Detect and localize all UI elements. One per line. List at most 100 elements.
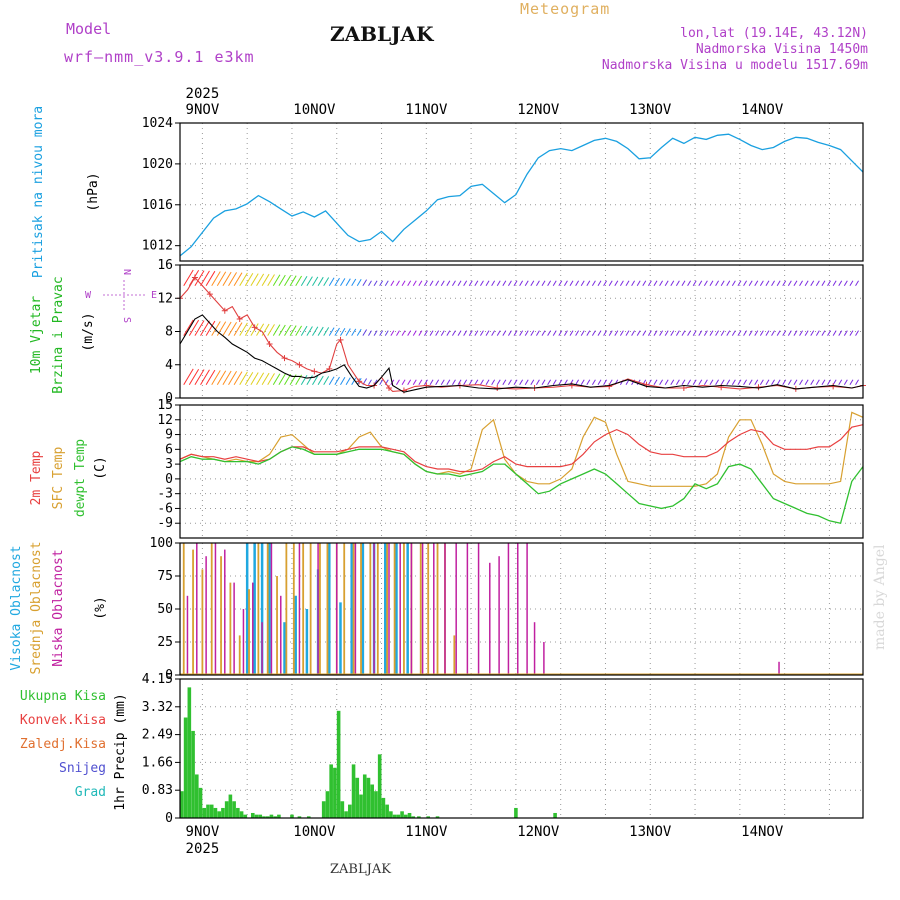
wind-arrow (759, 379, 764, 385)
wind-arrow (407, 280, 412, 287)
wind-arrow (205, 369, 216, 385)
wind-arrow (575, 280, 580, 287)
precip-bar (236, 807, 240, 818)
wind-arrow (485, 379, 490, 385)
wind-arrow (412, 280, 417, 287)
wind-arrow (625, 379, 630, 385)
wind-arrow (843, 280, 848, 287)
wind-arrow (771, 330, 775, 336)
meteogram-label: Meteogram (520, 0, 611, 18)
wind-arrow (334, 277, 340, 287)
wind-arrow (452, 379, 456, 385)
wind-arrow (642, 330, 647, 336)
wind-arrow (799, 379, 803, 385)
cloud-axis-unit: (%) (93, 596, 108, 619)
wind-arrow (267, 324, 275, 336)
wind-arrow (821, 280, 826, 287)
wind-arrow (508, 330, 512, 336)
precip-bar (336, 710, 341, 818)
wind-arrow (720, 280, 725, 287)
precip-bar (290, 814, 294, 818)
wind-arrow (754, 330, 759, 336)
y-tick-label: 25 (157, 635, 173, 650)
wind-arrow (216, 271, 227, 287)
wind-arrow (586, 330, 591, 336)
wind-arrow (653, 280, 658, 287)
compass-s-label: S (121, 317, 132, 323)
wind-arrow (748, 379, 753, 385)
model-elevation-label: Nadmorska Visina u modelu 1517.69m (601, 58, 868, 73)
wind-arrow (776, 280, 781, 287)
wind-arrow (575, 379, 580, 385)
wind-arrow (536, 280, 540, 287)
wind-arrow (519, 330, 524, 336)
wind-arrow (855, 280, 859, 287)
wind-arrow (754, 379, 759, 385)
y-tick-label: 12 (157, 291, 173, 306)
wind-arrow (284, 275, 292, 287)
wind-arrow (715, 280, 720, 287)
wind-arrow (278, 324, 286, 336)
wind-arrow (619, 280, 624, 287)
lonlat-label: lon,lat (19.14E, 43.12N) (680, 26, 868, 41)
wind-arrow (642, 280, 647, 287)
precip-bar (228, 794, 233, 818)
precip-bar (366, 777, 371, 818)
precip-bar (553, 812, 557, 818)
precip-bar (344, 811, 348, 818)
wind-arrow (619, 330, 624, 336)
dewpoint-line (179, 446, 864, 524)
wind-arrow (575, 330, 580, 336)
wind-arrow (205, 270, 216, 287)
wind-arrow (295, 275, 303, 287)
y-tick-label: 50 (157, 602, 173, 617)
panel-frame (179, 264, 864, 399)
wind-arrow (340, 377, 346, 385)
wind-arrow (681, 280, 686, 287)
wind-arrow (418, 379, 423, 385)
wind-arrow (743, 330, 747, 336)
text-layer: 10121016102010240481216-9-6-303691215025… (9, 86, 784, 857)
wind-arrow (457, 330, 462, 336)
wind-axis-unit: (m/s) (81, 312, 96, 351)
wind-arrow (810, 379, 815, 385)
wind-arrow (323, 376, 330, 385)
wind-arrow (759, 330, 764, 336)
x-year-label-top: 2025 (186, 86, 220, 102)
wind-arrow (356, 279, 362, 287)
precip-bar (180, 791, 184, 818)
panel-frame (179, 542, 864, 676)
wind-arrow (726, 379, 731, 385)
y-tick-label: 1024 (142, 116, 173, 131)
wind-arrow (289, 325, 297, 336)
wind-arrow (849, 379, 854, 385)
wind-arrow (300, 276, 308, 287)
wind-arrow (536, 379, 540, 385)
wind-arrow (827, 379, 831, 385)
wind-arrow (440, 379, 445, 385)
precip-bar (198, 787, 203, 818)
wind-arrow (457, 379, 462, 385)
wind-arrow (799, 330, 803, 336)
wind-arrow (188, 368, 200, 385)
wind-arrow (664, 330, 669, 336)
wind-arrow (815, 280, 820, 287)
wind-arrow (715, 330, 720, 336)
wind-arrow (681, 330, 686, 336)
wind-arrow (771, 280, 775, 287)
wind-arrow (272, 274, 281, 287)
wind-arrow (759, 280, 764, 287)
wind-arrow (670, 280, 675, 287)
wind-arrow (401, 330, 406, 336)
wind-arrow (362, 329, 368, 336)
x-day-label-bottom: 12NOV (517, 824, 560, 840)
wind-arrow (379, 379, 384, 385)
precip-legend-item: Snijeg (59, 761, 106, 776)
precip-bar (411, 816, 416, 818)
wind-arrow (356, 328, 362, 336)
wind-arrow (496, 280, 501, 287)
wind-arrow (233, 322, 243, 336)
wind-arrow (536, 330, 540, 336)
precip-bar (404, 814, 408, 818)
wind-arrow (216, 370, 227, 385)
